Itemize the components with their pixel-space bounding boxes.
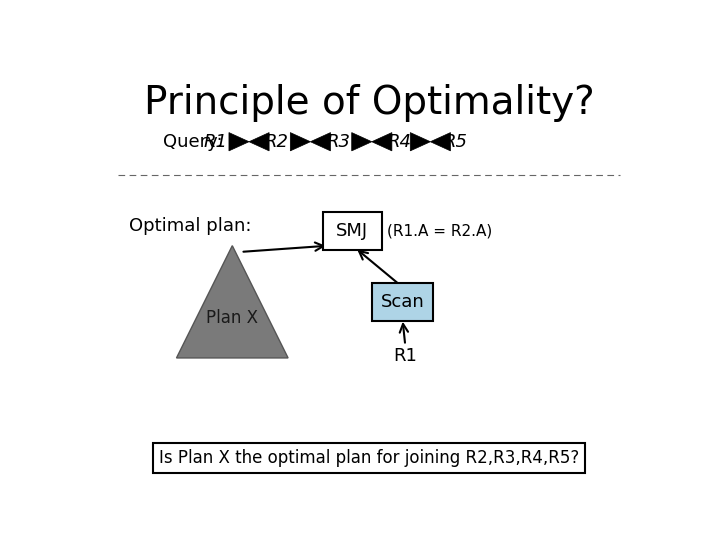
- Text: Is Plan X the optimal plan for joining R2,R3,R4,R5?: Is Plan X the optimal plan for joining R…: [159, 449, 579, 467]
- Text: R4: R4: [387, 133, 412, 151]
- Polygon shape: [372, 133, 392, 151]
- Text: Principle of Optimality?: Principle of Optimality?: [143, 84, 595, 122]
- Polygon shape: [431, 133, 451, 151]
- Text: Query:: Query:: [163, 133, 222, 151]
- Polygon shape: [249, 133, 269, 151]
- Polygon shape: [176, 246, 288, 358]
- Polygon shape: [351, 133, 372, 151]
- Text: SMJ: SMJ: [336, 222, 369, 240]
- Text: R1: R1: [393, 347, 417, 365]
- FancyBboxPatch shape: [323, 212, 382, 250]
- Polygon shape: [229, 133, 249, 151]
- Text: R5: R5: [444, 133, 467, 151]
- Text: R3: R3: [326, 133, 351, 151]
- Text: R1: R1: [204, 133, 228, 151]
- Text: Optimal plan:: Optimal plan:: [129, 217, 251, 234]
- Polygon shape: [410, 133, 431, 151]
- Text: Plan X: Plan X: [207, 309, 258, 327]
- Polygon shape: [290, 133, 310, 151]
- FancyBboxPatch shape: [372, 282, 433, 321]
- Text: R2: R2: [265, 133, 289, 151]
- Text: (R1.A = R2.A): (R1.A = R2.A): [387, 224, 492, 239]
- Text: Scan: Scan: [381, 293, 424, 311]
- Polygon shape: [310, 133, 330, 151]
